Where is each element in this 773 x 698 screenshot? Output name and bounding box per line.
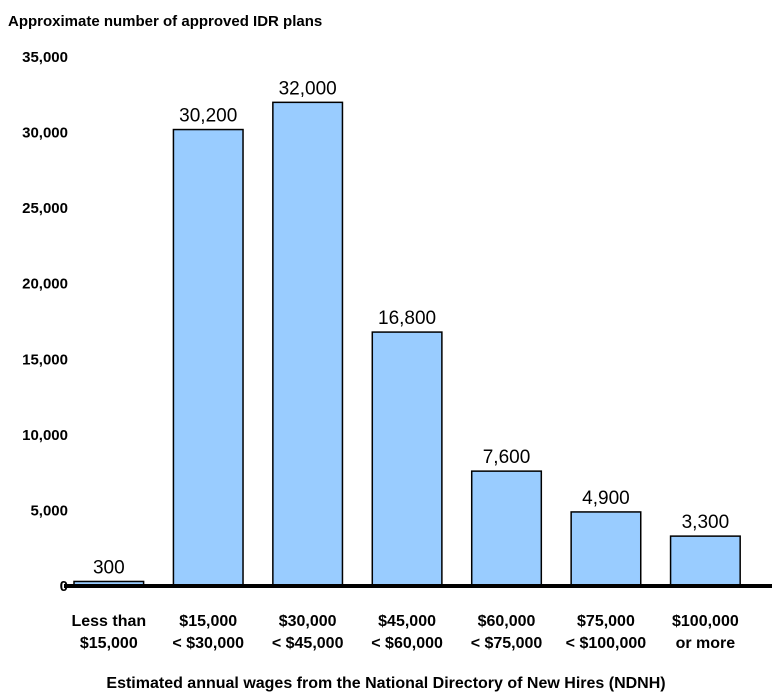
x-tick-label: $15,000 < $30,000 [172,613,244,652]
x-tick-label: Less than $15,000 [71,613,146,652]
x-tick-label: $30,000 < $45,000 [272,613,344,652]
y-tick-label: 30,000 [22,125,68,142]
y-axis-label: Approximate number of approved IDR plans [8,13,322,30]
y-axis-ticks: 0 5,000 10,000 15,000 20,000 25,000 30,000 35,0… [22,49,68,595]
value-labels: 300 30,200 32,000 16,800 7,600 4,900 3,300 [93,78,729,578]
y-tick-label: 15,000 [22,351,68,368]
bar [669,535,741,587]
bar [371,331,443,587]
bar [272,101,344,587]
x-axis-ticks: Less than $15,000 $15,000 < $30,000 $30,000 <… [71,613,738,652]
bar [172,128,244,587]
bar [470,470,543,587]
x-tick-label: $75,000 < $100,000 [566,613,647,652]
bar-value-label: 16,800 [378,308,436,329]
bar [570,511,642,587]
bar-value-label: 7,600 [483,447,531,468]
y-tick-label: 20,000 [22,276,68,293]
y-tick-label: 0 [60,578,68,595]
bars [73,101,741,587]
bar-value-label: 30,200 [179,106,237,127]
y-tick-label: 5,000 [30,502,68,519]
bar-value-label: 32,000 [279,78,337,99]
bar-value-label: 3,300 [682,512,730,533]
bar-value-label: 300 [93,557,125,578]
x-axis-label: Estimated annual wages from the National… [106,675,665,692]
y-tick-label: 10,000 [22,427,68,444]
bar-value-label: 4,900 [582,488,630,509]
x-tick-label: $45,000 < $60,000 [371,613,443,652]
y-tick-label: 35,000 [22,49,68,66]
y-tick-label: 25,000 [22,200,68,217]
x-tick-label: $100,000 or more [672,613,739,652]
x-tick-label: $60,000 < $75,000 [471,613,543,652]
